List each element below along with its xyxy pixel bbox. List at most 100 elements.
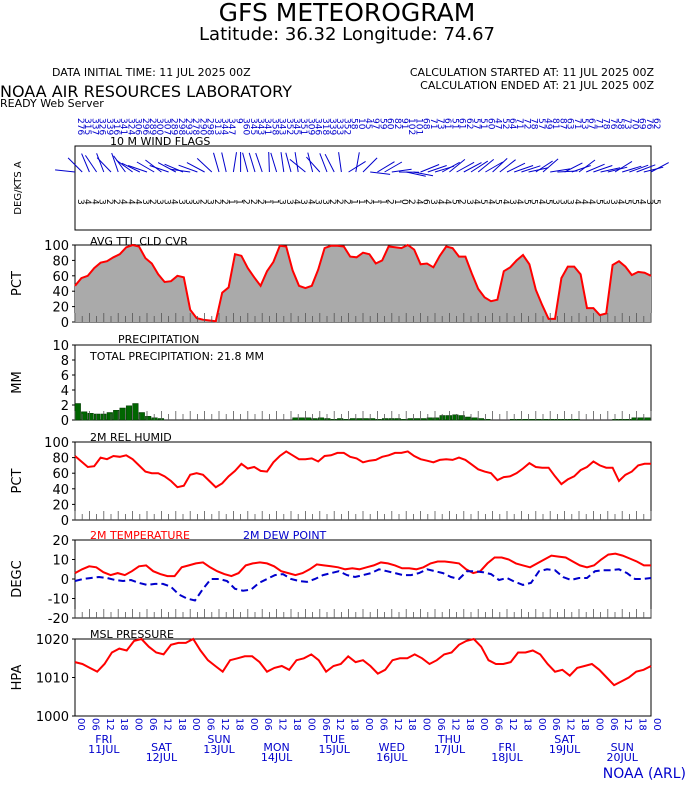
wind-speed-label: 2 (334, 199, 344, 205)
precip-bar (324, 418, 331, 421)
precip-bar (567, 419, 574, 421)
wind-direction-label: 352 (284, 118, 294, 135)
wind-direction-label: 318 (320, 118, 330, 135)
wind-direction-label: 87 (557, 118, 567, 129)
cloud-panel-title: AVG TTL CLD CVR (90, 235, 188, 248)
wind-flag (136, 161, 155, 173)
wind-speed-label: 4 (305, 199, 315, 205)
dew-line (74, 568, 652, 602)
wind-speed-label: 3 (608, 199, 618, 205)
x-hour-label: 00 (133, 718, 144, 731)
wind-flag (324, 153, 335, 173)
wind-speed-label: 5 (651, 199, 661, 205)
x-hour-label: 18 (579, 718, 590, 731)
wind-speed-label: 3 (550, 199, 560, 205)
wind-flag (420, 164, 440, 173)
x-hour-label: 06 (205, 718, 216, 731)
wind-speed-label: 3 (565, 199, 575, 205)
wind-direction-label: 309 (305, 118, 315, 135)
precip-bar (452, 414, 459, 421)
wind-speed-label: 2 (341, 199, 351, 205)
cloud-tick-label: 80 (52, 254, 69, 269)
wind-flag (384, 161, 403, 173)
wind-flag (196, 158, 213, 173)
x-hour-label: 00 (190, 718, 201, 731)
wind-flag (636, 164, 656, 173)
wind-flag (535, 160, 553, 173)
x-hour-label: 18 (406, 718, 417, 731)
wind-flag (449, 159, 466, 173)
press-panel-frame (74, 638, 652, 717)
wind-speed-label: 6 (421, 199, 431, 205)
precip-bar (330, 419, 337, 421)
wind-flag (149, 165, 169, 173)
x-day-date: 19JUL (549, 743, 581, 756)
cloud-tick-label: 100 (44, 239, 69, 254)
wind-flag (213, 152, 220, 173)
wind-flag (270, 152, 278, 173)
wind-flag (221, 152, 227, 173)
press-tick-label: 1010 (36, 672, 69, 687)
wind-speed-label: 4 (471, 199, 481, 205)
wind-direction-label: 344 (219, 118, 229, 135)
wind-direction-label: 101 (413, 118, 423, 135)
humid-tick-label: 80 (52, 452, 69, 467)
precip-bar (458, 415, 465, 421)
precip-total-label: TOTAL PRECIPITATION: 21.8 MM (89, 350, 264, 363)
wind-speed-label: 2 (406, 199, 416, 205)
wind-direction-label: 62 (651, 118, 661, 129)
wind-direction-label: 10 (356, 118, 366, 130)
wind-speed-label: 4 (435, 199, 445, 205)
x-hour-label: 06 (262, 718, 273, 731)
wind-direction-label: 59 (377, 118, 387, 130)
wind-speed-label: 4 (413, 199, 423, 205)
wind-flag (113, 155, 126, 173)
wind-direction-label: 45 (363, 118, 373, 129)
precip-bar (100, 413, 107, 421)
wind-speed-label: 2 (212, 199, 222, 205)
x-day-name: FRI (95, 733, 112, 746)
wind-direction-label: 62 (464, 118, 474, 129)
x-day-date: 13JUL (203, 743, 235, 756)
precip-tick-label: 6 (61, 369, 69, 384)
x-hour-label: 12 (219, 718, 230, 731)
x-hour-label: 12 (449, 718, 460, 731)
x-day-date: 12JUL (146, 751, 178, 764)
wind-direction-label: 72 (521, 118, 531, 129)
cloud-line (74, 243, 652, 323)
wind-flag (571, 165, 591, 173)
wind-flag (593, 165, 613, 173)
wind-flag (289, 159, 306, 173)
x-hour-label: 06 (89, 718, 100, 731)
wind-direction-label: 51 (478, 118, 488, 129)
wind-speed-label: 1 (269, 199, 279, 205)
wind-direction-label: 341 (262, 118, 272, 135)
wind-direction-label: 71 (514, 118, 524, 129)
calc-started-label: CALCULATION STARTED AT: 11 JUL 2025 00Z (409, 66, 654, 79)
wind-direction-label: 82 (392, 118, 402, 129)
precip-bar (484, 419, 491, 421)
dew-panel-title: 2M DEW POINT (243, 529, 327, 542)
wind-direction-label: 290 (197, 118, 207, 135)
wind-flag (307, 152, 314, 173)
cloud-tick-label: 0 (61, 316, 69, 331)
precip-bar (541, 419, 549, 421)
wind-flag (178, 164, 198, 173)
wind-flag (67, 157, 83, 173)
wind-direction-label: 345 (248, 118, 258, 135)
x-hour-label: 12 (334, 718, 345, 731)
wind-direction-label: 347 (226, 118, 236, 135)
wind-direction-label: 341 (118, 118, 128, 135)
wind-speed-label: 2 (147, 199, 157, 205)
precip-bar (548, 419, 555, 421)
wind-flag (586, 163, 605, 173)
wind-flag (391, 168, 412, 173)
wind-flag (306, 156, 321, 173)
x-hour-label: 00 (421, 718, 432, 731)
wind-direction-label: 326 (97, 118, 107, 135)
wind-flag (362, 157, 378, 173)
precip-bar (509, 419, 517, 421)
wind-direction-label: 76 (644, 118, 654, 130)
precip-bar (106, 412, 113, 421)
